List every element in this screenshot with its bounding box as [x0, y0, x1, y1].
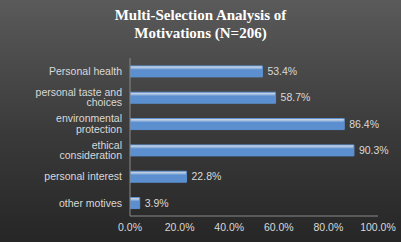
- svg-text:0.0%: 0.0%: [118, 221, 142, 233]
- svg-text:personal interest: personal interest: [44, 170, 122, 182]
- svg-text:90.3%: 90.3%: [359, 144, 389, 156]
- svg-text:Personal health: Personal health: [49, 65, 122, 77]
- svg-text:20.0%: 20.0%: [165, 221, 195, 233]
- svg-text:80.0%: 80.0%: [314, 221, 344, 233]
- svg-text:other motives: other motives: [59, 197, 122, 209]
- svg-text:53.4%: 53.4%: [267, 65, 297, 77]
- svg-text:60.0%: 60.0%: [264, 221, 294, 233]
- svg-text:58.7%: 58.7%: [281, 91, 311, 103]
- svg-text:86.4%: 86.4%: [349, 118, 379, 130]
- html-text:Multi-Selection Analysis of Mo: Multi-Selection Analysis of Motivations …: [114, 7, 287, 41]
- svg-text:22.8%: 22.8%: [192, 170, 222, 182]
- svg-text:100.0%: 100.0%: [360, 221, 393, 233]
- svg-text:ethicalconsideration: ethicalconsideration: [60, 139, 123, 162]
- svg-text:environmentalprotection: environmentalprotection: [56, 112, 122, 135]
- svg-text:40.0%: 40.0%: [214, 221, 244, 233]
- svg-text:personal taste andchoices: personal taste andchoices: [36, 86, 123, 109]
- svg-text:3.9%: 3.9%: [145, 197, 169, 209]
